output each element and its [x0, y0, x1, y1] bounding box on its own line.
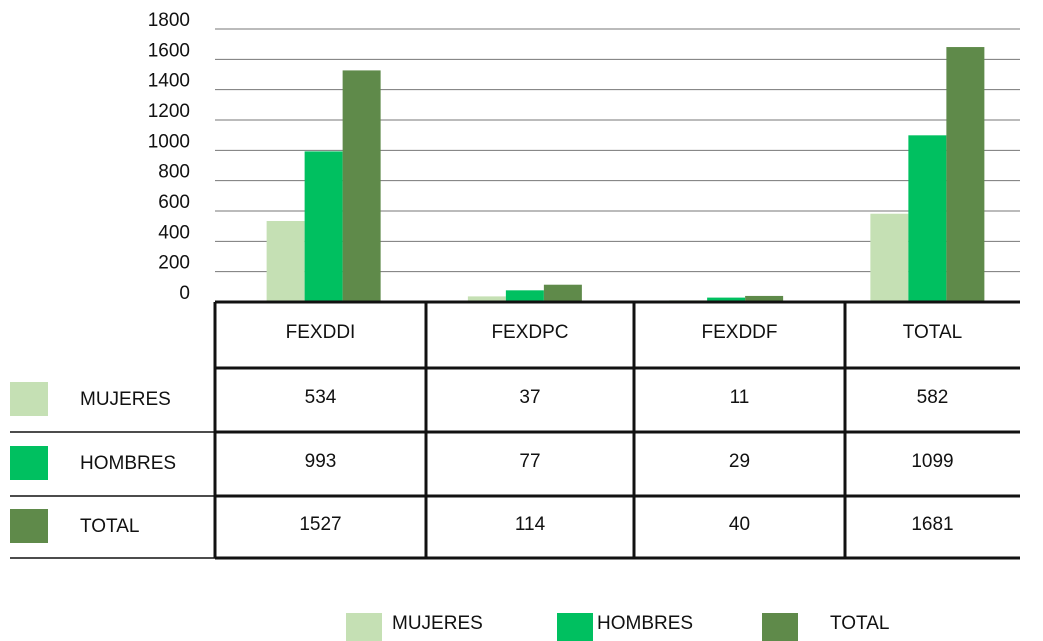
row-label: MUJERES [80, 389, 171, 410]
table-header: FEXDDF [702, 322, 778, 343]
table-cell: 582 [917, 387, 949, 408]
table-cell: 40 [729, 514, 750, 535]
bar [870, 213, 909, 302]
bar [342, 70, 381, 302]
table-cell: 1527 [299, 514, 341, 535]
table-cell: 77 [519, 451, 540, 472]
y-tick-label: 200 [158, 253, 190, 274]
table-cell: 1099 [911, 451, 953, 472]
table-header: FEXDPC [491, 322, 568, 343]
table-cell: 534 [305, 387, 337, 408]
y-tick-label: 1200 [148, 101, 190, 122]
legend-key [10, 382, 48, 416]
table-cell: 1681 [911, 514, 953, 535]
bar [707, 297, 746, 302]
table-header: FEXDDI [286, 322, 356, 343]
table-cell: 11 [730, 387, 750, 408]
table-cell: 37 [519, 387, 540, 408]
legend-label: MUJERES [392, 613, 483, 634]
table-cell: 993 [305, 451, 337, 472]
table-cell: 29 [729, 451, 750, 472]
y-tick-label: 400 [158, 222, 190, 243]
legend-swatch [557, 613, 593, 641]
table-cell: 114 [515, 514, 546, 535]
y-tick-label: 1000 [148, 131, 190, 152]
y-tick-label: 1400 [148, 71, 190, 92]
legend-label: TOTAL [830, 613, 889, 634]
bar [946, 47, 985, 302]
legend-swatch [762, 613, 798, 641]
legend-label: HOMBRES [597, 613, 693, 634]
row-label: TOTAL [80, 516, 139, 537]
y-tick-label: 1800 [148, 10, 190, 31]
bar [304, 151, 343, 302]
bar [266, 221, 305, 302]
legend-key [10, 446, 48, 480]
row-label: HOMBRES [80, 453, 176, 474]
bar [908, 135, 947, 302]
y-tick-label: 600 [158, 192, 190, 213]
bar [745, 295, 784, 302]
bar [467, 296, 506, 302]
table-header: TOTAL [903, 322, 962, 343]
y-tick-label: 800 [158, 162, 190, 183]
y-tick-label: 1600 [148, 40, 190, 61]
legend-key [10, 509, 48, 543]
bar [505, 290, 544, 302]
legend-swatch [346, 613, 382, 641]
y-tick-label: 0 [179, 283, 190, 304]
bar [543, 284, 582, 302]
